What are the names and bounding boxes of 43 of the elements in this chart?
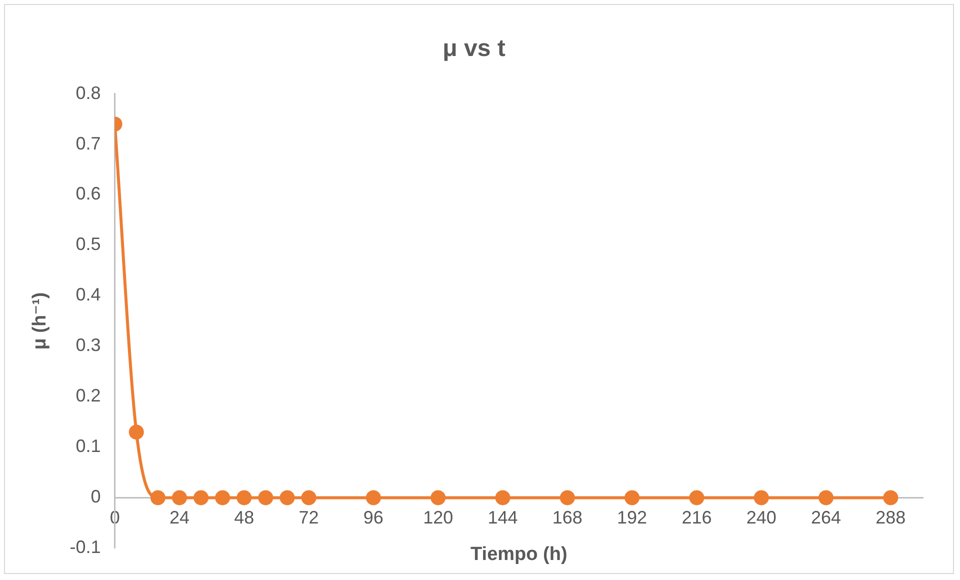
- x-tick-label: 288: [876, 507, 906, 528]
- y-tick-label: 0.8: [76, 82, 101, 103]
- point: [818, 490, 834, 506]
- point: [495, 490, 510, 506]
- point: [301, 490, 316, 506]
- x-tick-label: 144: [488, 507, 518, 528]
- point: [280, 490, 295, 506]
- x-tick-label: 120: [423, 507, 454, 528]
- y-tick-label: 0.3: [76, 335, 101, 356]
- point: [172, 490, 187, 506]
- point: [430, 490, 446, 506]
- point: [194, 490, 209, 506]
- point: [883, 490, 898, 506]
- y-tick-label: 0.6: [76, 184, 101, 204]
- point: [754, 490, 769, 506]
- point: [366, 490, 381, 506]
- y-axis-title: μ (h⁻¹): [30, 292, 51, 350]
- x-tick-label: 216: [682, 507, 712, 528]
- y-tick-label: 0.5: [76, 234, 101, 254]
- point: [150, 490, 166, 506]
- x-tick-label: 48: [234, 507, 254, 528]
- y-tick-label: -0.1: [70, 537, 101, 558]
- x-tick-label: 96: [363, 507, 384, 528]
- point: [560, 490, 575, 506]
- y-tick-label: 0: [90, 486, 101, 507]
- point: [624, 490, 640, 506]
- y-tick-label: 0.1: [76, 436, 101, 456]
- point: [689, 490, 704, 506]
- x-tick-label: 72: [298, 507, 319, 528]
- y-tick-label: 0.4: [76, 284, 101, 305]
- point: [128, 424, 144, 440]
- point: [258, 490, 274, 506]
- point: [215, 490, 230, 506]
- x-tick-label: 240: [746, 507, 776, 528]
- x-tick-label: 264: [810, 507, 842, 528]
- x-tick-label: 192: [617, 507, 648, 528]
- x-axis-title: Tiempo (h): [470, 544, 568, 565]
- y-tick-label: 0.2: [76, 386, 101, 406]
- x-tick-label: 168: [552, 507, 582, 528]
- point: [236, 490, 252, 506]
- chart-title: μ vs t: [442, 35, 506, 62]
- x-tick-label: 24: [169, 507, 190, 528]
- y-tick-label: 0.7: [76, 133, 101, 154]
